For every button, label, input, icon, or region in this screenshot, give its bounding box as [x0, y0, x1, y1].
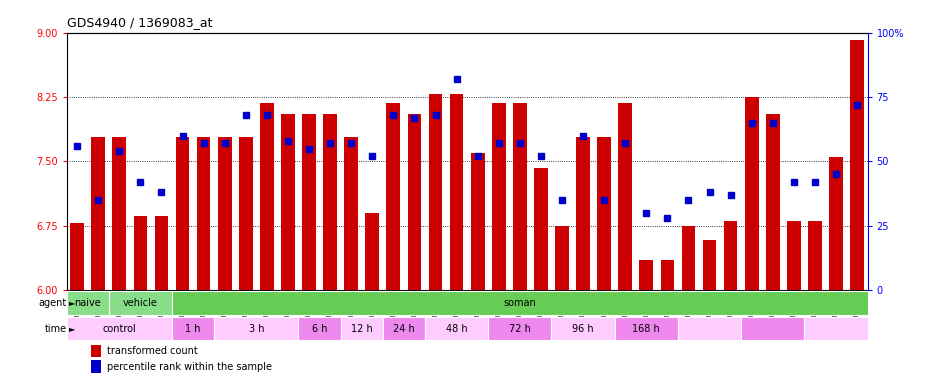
Bar — [615, 317, 678, 340]
Text: 6 h: 6 h — [312, 324, 327, 334]
Text: naive: naive — [74, 298, 101, 308]
Bar — [67, 291, 109, 314]
Bar — [766, 114, 780, 290]
Bar — [513, 103, 526, 290]
Bar — [703, 240, 716, 290]
Bar — [113, 137, 126, 290]
Bar — [850, 40, 864, 290]
Bar — [109, 291, 172, 314]
Text: vehicle: vehicle — [123, 298, 158, 308]
Bar — [534, 168, 548, 290]
Text: 72 h: 72 h — [509, 324, 531, 334]
Bar — [741, 317, 805, 340]
Bar — [829, 157, 843, 290]
Bar — [383, 317, 425, 340]
Bar — [678, 317, 741, 340]
Bar — [344, 137, 358, 290]
Bar — [92, 137, 105, 290]
Bar — [805, 317, 868, 340]
Bar — [215, 317, 299, 340]
Bar — [551, 317, 615, 340]
Bar — [67, 317, 172, 340]
Text: GDS4940 / 1369083_at: GDS4940 / 1369083_at — [67, 16, 212, 29]
Text: percentile rank within the sample: percentile rank within the sample — [106, 361, 272, 372]
Bar — [428, 94, 442, 290]
Bar — [408, 114, 421, 290]
Bar — [239, 137, 253, 290]
Bar — [660, 260, 674, 290]
Bar — [218, 137, 231, 290]
Bar — [302, 114, 315, 290]
Bar — [172, 291, 868, 314]
Bar — [299, 317, 340, 340]
Bar — [365, 213, 379, 290]
Bar — [91, 360, 101, 373]
Text: soman: soman — [503, 298, 536, 308]
Bar — [808, 222, 821, 290]
Bar — [745, 97, 758, 290]
Bar — [281, 114, 295, 290]
Text: 168 h: 168 h — [633, 324, 660, 334]
Bar — [197, 137, 211, 290]
Text: ►: ► — [68, 298, 75, 308]
Bar — [450, 94, 463, 290]
Bar — [576, 137, 590, 290]
Text: time: time — [44, 324, 67, 334]
Bar — [91, 345, 101, 358]
Text: ►: ► — [68, 324, 75, 333]
Text: 12 h: 12 h — [351, 324, 373, 334]
Bar — [154, 216, 168, 290]
Bar — [323, 114, 337, 290]
Bar — [682, 226, 696, 290]
Bar — [387, 103, 401, 290]
Text: 48 h: 48 h — [446, 324, 467, 334]
Bar — [70, 223, 84, 290]
Bar — [471, 153, 485, 290]
Text: 1 h: 1 h — [185, 324, 201, 334]
Text: control: control — [103, 324, 136, 334]
Bar — [133, 216, 147, 290]
Bar — [340, 317, 383, 340]
Text: transformed count: transformed count — [106, 346, 197, 356]
Bar — [598, 137, 611, 290]
Text: 96 h: 96 h — [573, 324, 594, 334]
Bar — [176, 137, 190, 290]
Text: 24 h: 24 h — [393, 324, 414, 334]
Bar — [787, 222, 801, 290]
Text: agent: agent — [38, 298, 67, 308]
Bar — [488, 317, 551, 340]
Bar — [425, 317, 488, 340]
Bar — [260, 103, 274, 290]
Bar — [639, 260, 653, 290]
Bar — [172, 317, 215, 340]
Text: 3 h: 3 h — [249, 324, 264, 334]
Bar — [555, 226, 569, 290]
Bar — [492, 103, 506, 290]
Bar — [723, 222, 737, 290]
Bar — [619, 103, 632, 290]
